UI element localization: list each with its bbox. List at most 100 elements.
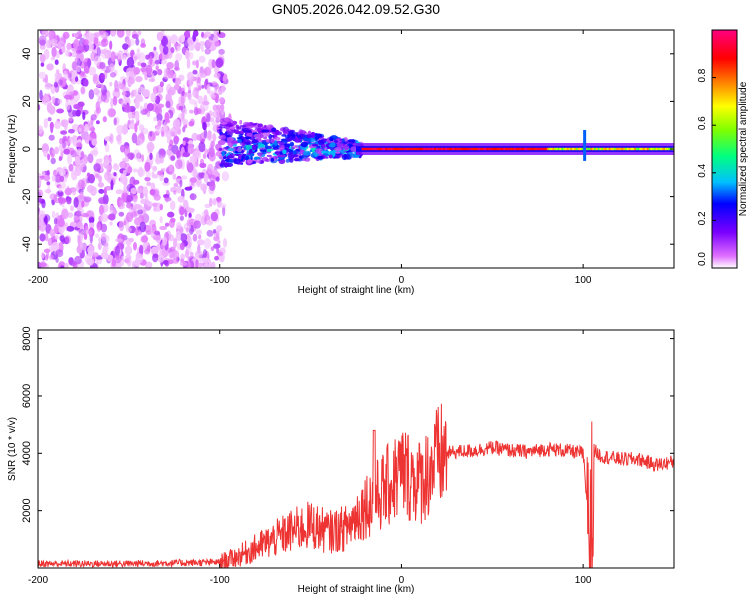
spectrogram-line-cell: [494, 147, 497, 151]
spectrogram-line-cell: [648, 147, 651, 151]
spectrogram-noise-cell: [46, 170, 50, 177]
spectrogram-line-cell: [416, 147, 419, 151]
spectrogram-noise-cell: [160, 167, 166, 173]
spectrogram-noise-cell: [176, 45, 181, 51]
spectrogram-noise-cell: [187, 37, 193, 46]
spectrogram-noise-cell: [76, 142, 83, 148]
spectrogram-noise-cell: [170, 155, 176, 161]
spectrogram-noise-cell: [99, 204, 104, 216]
spectrogram-line-cell: [528, 147, 531, 151]
spectrogram-noise-cell: [53, 217, 58, 225]
spectrogram-noise-cell: [132, 260, 136, 268]
spectrogram-noise-cell: [137, 168, 146, 177]
spectrogram-noise-cell: [183, 142, 189, 154]
y-tick-label: 40: [21, 48, 33, 60]
spectrogram-noise-cell: [141, 154, 145, 163]
spectrogram-noise-cell: [67, 84, 74, 96]
spectrogram-noise-cell: [86, 184, 94, 193]
spectrogram-signal-cell: [221, 151, 225, 157]
spectrogram-noise-cell: [69, 260, 77, 266]
spectrogram-noise-cell: [221, 84, 226, 94]
spectrogram-noise-cell: [38, 189, 44, 199]
spectrogram-noise-cell: [189, 177, 197, 184]
spectrogram-noise-cell: [179, 261, 188, 267]
colorbar-tick-label: 0.8: [697, 68, 708, 82]
spectrogram-signal-cell: [230, 140, 238, 145]
spectrogram-noise-cell: [114, 87, 120, 93]
spectrogram-line-cell: [532, 147, 535, 151]
spectrogram-signal-cell: [223, 125, 231, 129]
colorbar-tick-label: 0.6: [697, 116, 708, 130]
spectrogram-noise-cell: [197, 239, 205, 246]
spectrogram-noise-cell: [91, 138, 98, 146]
spectrogram-noise-cell: [133, 204, 142, 210]
spectrogram-line-cell: [443, 147, 446, 151]
spectrogram-noise-cell: [88, 216, 95, 224]
spectrogram-noise-cell: [129, 76, 135, 85]
spectrogram-noise-cell: [115, 189, 124, 195]
spectrogram-noise-cell: [43, 95, 50, 106]
spectrogram-signal-cell: [274, 129, 280, 136]
spectrogram-noise-cell: [162, 236, 168, 246]
spectrogram-noise-cell: [144, 176, 151, 182]
spectrogram-noise-cell: [123, 185, 127, 194]
spectrogram-noise-cell: [86, 257, 95, 266]
spectrogram-line-cell: [439, 147, 442, 151]
spectrogram-signal-cell: [220, 122, 227, 125]
spectrogram-noise-cell: [55, 50, 60, 59]
spectrogram-noise-cell: [61, 208, 69, 220]
spectrogram-noise-cell: [194, 42, 201, 51]
spectrogram-noise-cell: [128, 123, 136, 130]
spectrogram-noise-cell: [209, 197, 213, 207]
spectrogram-noise-cell: [74, 215, 80, 224]
spectrogram-noise-cell: [75, 109, 81, 117]
spectrogram-line-cell: [492, 147, 495, 151]
spectrogram-noise-cell: [133, 88, 139, 97]
spectrogram-noise-cell: [63, 148, 70, 155]
spectrogram-noise-cell: [122, 43, 129, 50]
spectrogram-line-cell: [459, 147, 462, 151]
colorbar: 0.0 0.2 0.4 0.6 0.8 Normalized spectral ampl…: [697, 29, 749, 269]
spectrogram-noise-cell: [144, 161, 151, 172]
spectrogram-noise-cell: [43, 150, 49, 158]
spectrogram-noise-cell: [132, 179, 140, 185]
spectrogram-noise-cell: [56, 108, 64, 114]
spectrogram-line-cell: [550, 147, 553, 151]
spectrogram-line-cell: [497, 147, 500, 151]
spectrogram-line-cell: [557, 147, 560, 151]
spectrogram-noise-cell: [47, 153, 51, 161]
spectrogram-noise-cell: [100, 73, 106, 80]
spectrogram-noise-cell: [188, 99, 197, 105]
spectrogram-noise-cell: [134, 229, 143, 236]
spectrogram-noise-cell: [76, 65, 81, 73]
spectrogram-noise-cell: [39, 262, 47, 267]
spectrogram-line-cell: [637, 147, 640, 151]
spectrogram-signal-cell: [282, 129, 288, 134]
spectrogram-noise-cell: [206, 38, 213, 48]
spectrogram-noise-cell: [215, 176, 220, 182]
spectrogram-line-cell: [466, 147, 470, 151]
spectrogram-noise-cell: [142, 88, 151, 98]
spectrogram-noise-cell: [179, 215, 184, 221]
spectrogram-line-cell: [654, 147, 657, 151]
spectrogram-noise-cell: [48, 101, 53, 112]
spectrogram-noise-cell: [40, 62, 45, 67]
spectrogram-line-cell: [610, 147, 613, 151]
spectrogram-noise-cell: [65, 263, 69, 268]
spectrogram-noise-cell: [129, 67, 134, 72]
spectrogram-signal-cell: [221, 159, 226, 166]
spectrogram-noise-cell: [132, 149, 141, 160]
spectrogram-noise-cell: [206, 163, 214, 175]
spectrogram-noise-cell: [102, 31, 109, 40]
spectrogram-noise-cell: [87, 58, 91, 68]
spectrogram-noise-cell: [51, 149, 56, 154]
spectrogram-noise-cell: [132, 168, 138, 173]
spectrogram-signal-cell: [247, 125, 256, 128]
spectrogram-signal-cell: [218, 134, 227, 140]
spectrogram-line-cell: [365, 147, 368, 151]
spectrogram-noise-cell: [136, 137, 143, 146]
spectrogram-noise-cell: [212, 132, 216, 143]
spectrogram-signal-cell: [250, 130, 259, 133]
spectrogram-line-cell: [606, 147, 610, 151]
spectrogram-noise-cell: [49, 254, 54, 260]
